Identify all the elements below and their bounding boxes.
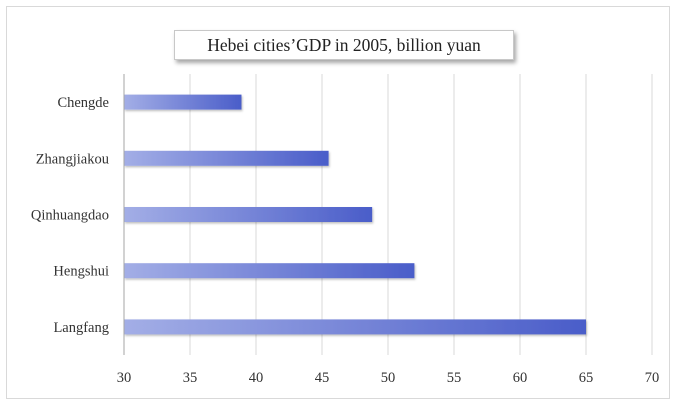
x-tick-label: 45: [315, 370, 330, 386]
bar-hengshui: [124, 263, 415, 279]
x-tick-label: 40: [249, 370, 264, 386]
x-tick-label: 65: [579, 370, 594, 386]
y-category-label: Chengde: [57, 95, 109, 111]
chart-title: Hebei cities’GDP in 2005, billion yuan: [174, 30, 514, 60]
bar-langfang: [124, 319, 586, 335]
x-tick-label: 35: [183, 370, 198, 386]
bars: [124, 94, 586, 335]
y-category-label: Qinhuangdao: [31, 208, 109, 224]
bar-zhangjiakou: [124, 150, 329, 166]
y-category-label: Zhangjiakou: [36, 151, 109, 167]
x-tick-label: 55: [447, 370, 462, 386]
x-tick-label: 60: [513, 370, 528, 386]
axes: [123, 74, 652, 356]
bar-chengde: [124, 94, 242, 110]
y-category-label: Hengshui: [53, 264, 109, 280]
x-tick-label: 70: [645, 370, 660, 386]
x-tick-label: 30: [117, 370, 132, 386]
bar-qinhuangdao: [124, 207, 373, 222]
labels: 30 35 40 45 50 55 60 65 70 Chengde Zhangjiakou Qinh…: [31, 95, 659, 386]
x-tick-label: 50: [381, 370, 396, 386]
gridlines: [189, 74, 653, 355]
y-category-label: Langfang: [53, 320, 109, 336]
